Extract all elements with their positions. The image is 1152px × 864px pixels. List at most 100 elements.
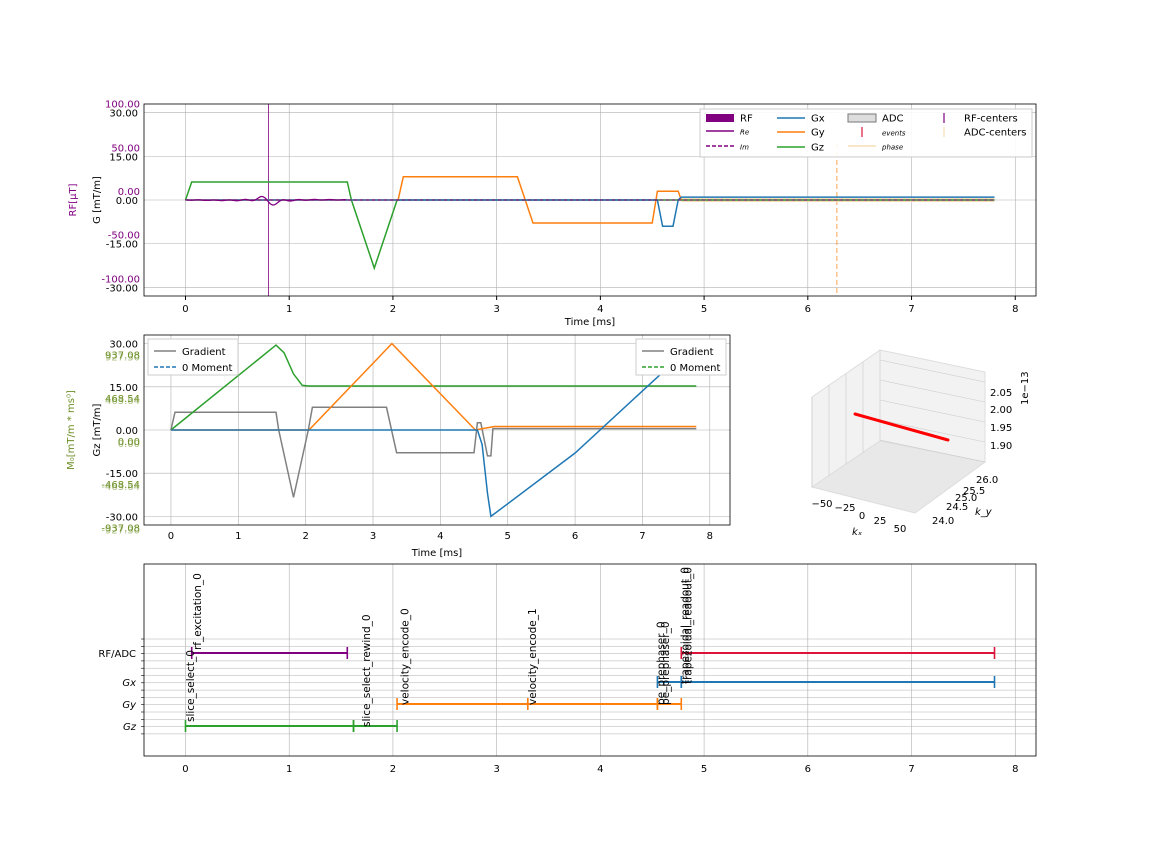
row-label: RF/ADC [98, 649, 136, 660]
series-moment-gx [170, 371, 664, 518]
legend-label: ADC [882, 114, 904, 125]
row-label: Gy [122, 700, 137, 711]
kx-tick-label: 25 [874, 516, 887, 527]
kx-tick-label: 50 [894, 524, 907, 535]
legend-label: 0 Moment [670, 363, 721, 374]
waveform-axes [143, 103, 1037, 297]
block-label: velocity_encode_0 [399, 608, 411, 705]
series-gy [185, 175, 683, 224]
block-label: pe_prephaser_0 [656, 621, 668, 705]
grid-line [879, 399, 986, 423]
moment-tick-label-b: 0.00 [118, 439, 140, 450]
x-tick-label: 8 [1012, 304, 1018, 315]
legend-label: Gx [811, 114, 825, 125]
x-tick-label: 0 [182, 304, 188, 315]
moment-tick-label-a: 0.00 [118, 437, 140, 448]
x-tick-label: 7 [908, 764, 914, 775]
x-tick-label: 3 [493, 764, 499, 775]
x-axis-label: Time [ms] [564, 317, 616, 328]
x-tick-label: 2 [390, 764, 396, 775]
legend-frame [147, 338, 239, 376]
x-tick-label: 2 [390, 304, 396, 315]
x-tick-label: 0 [168, 531, 174, 542]
x-tick-label: 5 [701, 304, 707, 315]
x-tick-label: 5 [701, 764, 707, 775]
kx-tick-label: −50 [811, 499, 832, 510]
x-tick-label: 8 [707, 531, 713, 542]
x-tick-label: 1 [286, 764, 292, 775]
kx-tick-label: 0 [859, 511, 865, 522]
grid-line [879, 439, 986, 463]
x-tick-label: 7 [639, 531, 645, 542]
moment-axes [143, 334, 731, 526]
ky-tick-label: 24.0 [932, 516, 954, 527]
legend-label: phase [881, 144, 903, 152]
rf-axis-label: RF[μT] [68, 183, 79, 216]
x-tick-label: 7 [908, 304, 914, 315]
series-gradient [170, 406, 697, 498]
ky-tick-label: 24.5 [946, 502, 968, 513]
moment-tick-label-a: 937.08 [105, 351, 140, 362]
kspace-trajectory [853, 412, 950, 442]
x-axis-label: Time [ms] [411, 548, 463, 559]
kz-tick-label: 2.00 [990, 405, 1012, 416]
moment-tick-label-b: 927.30 [105, 353, 140, 364]
legend-swatch [847, 113, 877, 123]
legend-label: RF [740, 114, 753, 125]
y-tick-label: 30.00 [109, 340, 138, 351]
y-tick-label: 15.00 [109, 383, 138, 394]
legend-label: Gz [811, 143, 824, 154]
legend-label: RF-centers [964, 114, 1018, 125]
z-offset-label: 1e−13 [1020, 371, 1031, 405]
x-tick-label: 3 [370, 531, 376, 542]
moment-axis-label: M₀[mT/m * ms⁰] [66, 390, 77, 470]
row-label: Gx [122, 678, 136, 689]
rf-tick-label: -100.00 [101, 274, 140, 285]
legend-label: Gradient [670, 347, 714, 358]
legend-label: 0 Moment [182, 363, 233, 374]
x-tick-label: 2 [302, 531, 308, 542]
y-tick-label: -30.00 [106, 512, 138, 523]
moment-tick-label-a: -937.08 [101, 523, 140, 534]
x-tick-label: 6 [805, 764, 811, 775]
kx-axis-label: kₓ [852, 527, 863, 538]
ky-axis-label: k_y [975, 507, 993, 518]
y-tick-label: 30.00 [109, 109, 138, 120]
x-tick-label: 4 [597, 764, 603, 775]
legend-label: Gradient [182, 347, 226, 358]
y-tick-label: 0.00 [116, 426, 138, 437]
x-tick-label: 6 [572, 531, 578, 542]
legend-label: Gy [811, 128, 825, 139]
y-axis-label: Gz [mT/m] [92, 403, 103, 456]
rf-tick-label: 100.00 [105, 100, 140, 111]
y-axis-label: G [mT/m] [92, 176, 103, 224]
block-label: slice_select_rewind_0 [361, 614, 373, 727]
kz-tick-label: 2.05 [990, 388, 1012, 399]
moment-tick-label-b: 463.64 [105, 396, 140, 407]
moment-tick-label-a: 468.54 [105, 394, 140, 405]
legend-frame [635, 338, 727, 376]
block-label: trapezoidal_readout_0 [680, 567, 692, 684]
legend-label: ADC-centers [964, 128, 1027, 139]
series-gz [184, 181, 995, 271]
rf-tick-label: 0.00 [118, 187, 140, 198]
block-label: rf_excitation_0 [192, 573, 204, 650]
x-tick-label: 8 [1012, 764, 1018, 775]
block-label: velocity_encode_1 [527, 608, 539, 705]
y-tick-label: -15.00 [106, 469, 138, 480]
block-label: slice_select_0 [185, 650, 197, 722]
block-label: pe_prephaser_0 [660, 621, 672, 705]
y-tick-label: 15.00 [109, 152, 138, 163]
legend-label: Re [740, 129, 749, 137]
x-tick-label: 6 [805, 304, 811, 315]
x-tick-label: 0 [182, 764, 188, 775]
x-tick-label: 1 [235, 531, 241, 542]
y-tick-label: -15.00 [106, 240, 138, 251]
kx-tick-label: −25 [834, 503, 855, 514]
timeline-axes [143, 563, 1037, 757]
ky-tick-label: 25.0 [955, 493, 977, 504]
kz-tick-label: 1.95 [990, 423, 1012, 434]
x-tick-label: 5 [505, 531, 511, 542]
moment-tick-label-b: -463.64 [101, 482, 140, 493]
